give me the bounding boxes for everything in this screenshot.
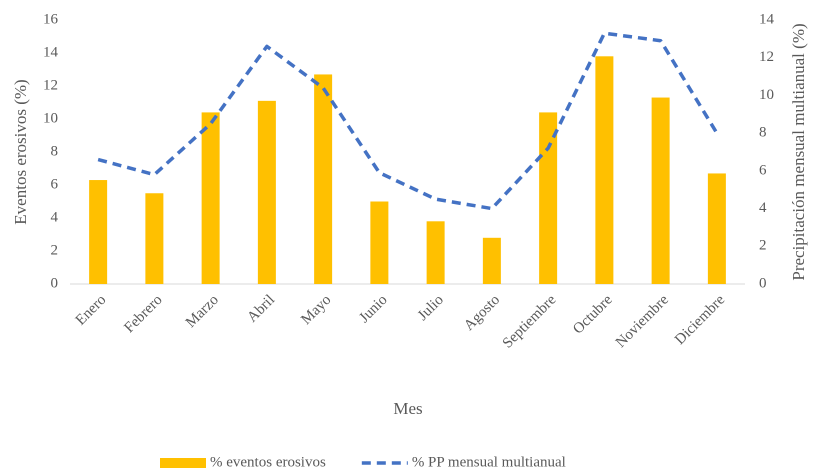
y-tick-label: 16 <box>43 11 59 27</box>
bar <box>426 221 445 284</box>
bar <box>145 193 164 284</box>
x-tick-label: Junio <box>356 292 390 326</box>
legend-label: % PP mensual multianual <box>412 454 566 470</box>
bar <box>595 56 614 284</box>
y2-axis-title: Precipitación mensual multianual (%) <box>789 23 808 280</box>
x-tick-label: Octubre <box>570 292 616 338</box>
y2-tick-label: 14 <box>759 11 775 27</box>
y-tick-label: 4 <box>51 209 59 225</box>
x-tick-label: Julio <box>415 292 447 324</box>
x-axis-title: Mes <box>393 399 422 418</box>
y2-tick-label: 2 <box>759 238 767 254</box>
x-tick-label: Mayo <box>298 292 334 328</box>
y-tick-label: 12 <box>43 77 58 93</box>
bar <box>707 173 726 284</box>
x-tick-label: Febrero <box>121 292 165 336</box>
x-tick-label: Agosto <box>461 292 503 334</box>
y-tick-label: 6 <box>51 176 59 192</box>
x-tick-label: Abril <box>244 292 278 326</box>
y-tick-label: 0 <box>51 275 59 291</box>
x-tick-label: Septiembre <box>500 292 560 352</box>
y-tick-label: 2 <box>51 242 59 258</box>
bar <box>314 74 333 284</box>
legend-label: % eventos erosivos <box>210 454 326 470</box>
x-tick-label: Enero <box>73 292 110 329</box>
y2-tick-label: 8 <box>759 125 767 141</box>
line <box>97 31 719 211</box>
y-axis-title: Eventos erosivos (%) <box>11 79 30 224</box>
y-tick-label: 10 <box>43 110 58 126</box>
legend-swatch <box>160 458 206 468</box>
y2-tick-label: 10 <box>759 87 774 103</box>
y2-tick-label: 4 <box>759 200 767 216</box>
bar <box>89 180 108 284</box>
x-tick-label: Diciembre <box>672 292 728 348</box>
y2-tick-label: 6 <box>759 162 767 178</box>
x-tick-label: Noviembre <box>613 292 672 351</box>
y2-tick-label: 12 <box>759 49 774 65</box>
y-tick-label: 14 <box>43 44 59 60</box>
bar <box>257 100 276 284</box>
x-tick-label: Marzo <box>183 292 222 331</box>
bar <box>539 112 558 285</box>
bar <box>482 237 501 284</box>
bar <box>651 97 670 284</box>
y2-tick-label: 0 <box>759 275 767 291</box>
bar <box>201 112 220 285</box>
y-tick-label: 8 <box>51 143 59 159</box>
bar <box>370 201 389 284</box>
